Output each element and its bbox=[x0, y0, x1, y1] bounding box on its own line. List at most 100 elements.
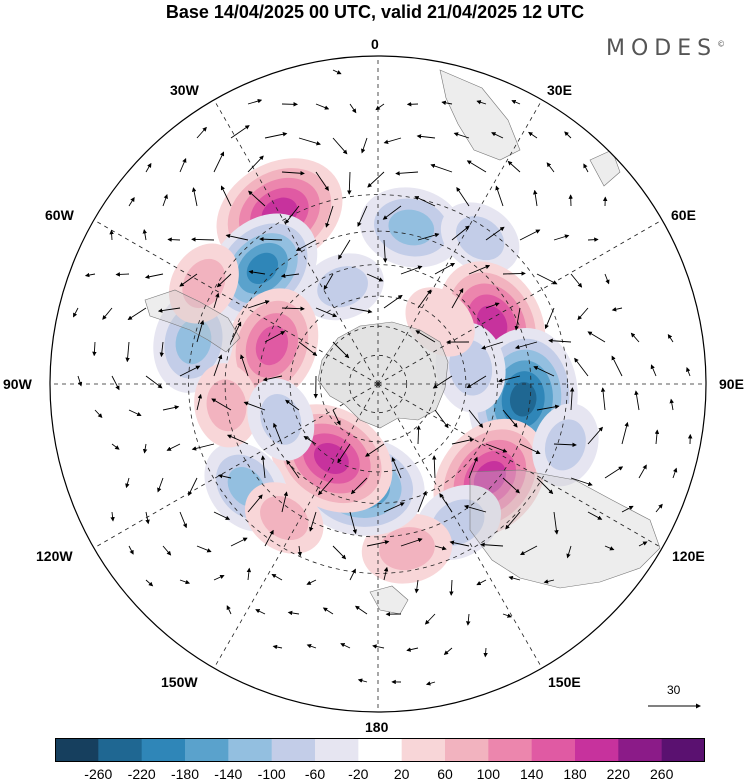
latitude-circle-30s bbox=[188, 194, 568, 574]
wind-vector bbox=[466, 613, 471, 626]
map-boundary bbox=[49, 55, 707, 713]
wind-vector bbox=[528, 131, 538, 139]
wind-vector bbox=[306, 644, 317, 649]
anomaly-8-level-180 bbox=[473, 461, 507, 495]
graticule bbox=[50, 56, 706, 712]
wind-vector bbox=[434, 262, 456, 275]
wind-vector bbox=[281, 491, 288, 513]
wind-vector bbox=[260, 455, 266, 479]
wind-vector bbox=[416, 134, 436, 139]
wind-vector bbox=[226, 434, 249, 445]
wind-vector bbox=[502, 613, 512, 618]
colorbar-swatch-10 bbox=[488, 738, 533, 762]
wind-vector bbox=[638, 464, 647, 479]
wind-vector bbox=[511, 99, 521, 105]
wind-vector bbox=[431, 455, 437, 479]
wind-vector bbox=[285, 399, 300, 411]
wind-vector bbox=[686, 367, 691, 377]
wind-vector bbox=[179, 157, 187, 173]
wind-vector bbox=[491, 132, 504, 139]
wind-vector bbox=[566, 545, 572, 559]
meridian-210 bbox=[213, 383, 379, 669]
wind-vector bbox=[434, 409, 449, 429]
latitude-circle-60s bbox=[289, 295, 467, 473]
wind-vector bbox=[145, 579, 154, 587]
wind-vector bbox=[548, 338, 572, 343]
wind-vector bbox=[338, 239, 351, 260]
wind-vector bbox=[264, 132, 288, 139]
wind-vector bbox=[406, 647, 419, 652]
colorbar-tick-label: -20 bbox=[348, 766, 369, 782]
wind-vector bbox=[349, 511, 357, 535]
wind-vector bbox=[84, 272, 96, 278]
wind-vector bbox=[476, 579, 487, 586]
south-america-landmass bbox=[144, 289, 241, 353]
wind-vector bbox=[502, 477, 520, 494]
meridian-120 bbox=[377, 383, 663, 549]
wind-vector bbox=[564, 131, 572, 139]
wind-vector bbox=[456, 186, 470, 207]
wind-vector bbox=[110, 511, 115, 522]
wind-vector bbox=[536, 273, 558, 285]
wind-vector bbox=[196, 126, 207, 139]
wind-vector bbox=[430, 163, 453, 173]
wind-vector bbox=[315, 103, 330, 110]
wind-vector bbox=[92, 341, 97, 357]
wind-vector bbox=[520, 545, 538, 556]
wind-vector bbox=[415, 330, 436, 343]
wind-vector bbox=[315, 171, 329, 191]
wind-vector bbox=[443, 647, 453, 655]
wind-vector bbox=[544, 307, 555, 330]
lon-label-150w: 150W bbox=[161, 674, 198, 690]
wind-vector bbox=[297, 545, 303, 557]
wind-vector bbox=[449, 579, 454, 596]
modes-logo: MODES© bbox=[606, 36, 726, 61]
wind-vector bbox=[287, 610, 300, 616]
wind-vector bbox=[505, 511, 521, 530]
colorbar-tick-label: 220 bbox=[606, 766, 630, 782]
wind-vector bbox=[367, 171, 385, 188]
wind-vector bbox=[247, 494, 263, 513]
wind-vector bbox=[432, 375, 453, 389]
wind-vector bbox=[672, 467, 678, 479]
wind-vector bbox=[273, 422, 283, 445]
colorbar-swatch-11 bbox=[531, 738, 576, 762]
wind-vector bbox=[553, 234, 570, 241]
wind-vector bbox=[213, 511, 231, 520]
wind-vector bbox=[354, 605, 368, 615]
wind-vector bbox=[654, 429, 660, 445]
wind-vector bbox=[476, 100, 487, 105]
wind-vector bbox=[248, 269, 266, 275]
wind-vector bbox=[468, 456, 478, 479]
wind-vector bbox=[167, 237, 181, 242]
wind-vector bbox=[347, 171, 352, 195]
wind-vector bbox=[191, 187, 198, 207]
wind-vector bbox=[179, 511, 188, 529]
wind-vector bbox=[350, 477, 368, 495]
wind-vector bbox=[451, 225, 470, 241]
wind-vector bbox=[383, 566, 389, 581]
lon-label-30w: 30W bbox=[170, 82, 199, 98]
wind-vector bbox=[604, 545, 615, 551]
wind-vector bbox=[240, 354, 249, 377]
wind-vector bbox=[213, 151, 225, 173]
wind-vector bbox=[230, 321, 242, 343]
wind-vector bbox=[372, 644, 385, 649]
meridian-150 bbox=[377, 383, 543, 669]
wind-vector bbox=[323, 273, 334, 290]
wind-vector bbox=[536, 477, 554, 495]
wind-vector bbox=[495, 185, 504, 207]
wind-vector bbox=[357, 205, 368, 227]
wind-vector bbox=[115, 272, 130, 277]
lon-label-0: 0 bbox=[371, 36, 379, 52]
wind-vector bbox=[179, 273, 198, 287]
wind-vector bbox=[145, 511, 150, 525]
wind-vector bbox=[128, 409, 142, 417]
colorbar-tick-label: -180 bbox=[170, 766, 200, 782]
wind-vector bbox=[77, 375, 83, 387]
wind-vector bbox=[655, 503, 663, 513]
wind-vector bbox=[142, 229, 148, 241]
wind-vector bbox=[127, 307, 147, 320]
wind-vector bbox=[574, 357, 589, 377]
